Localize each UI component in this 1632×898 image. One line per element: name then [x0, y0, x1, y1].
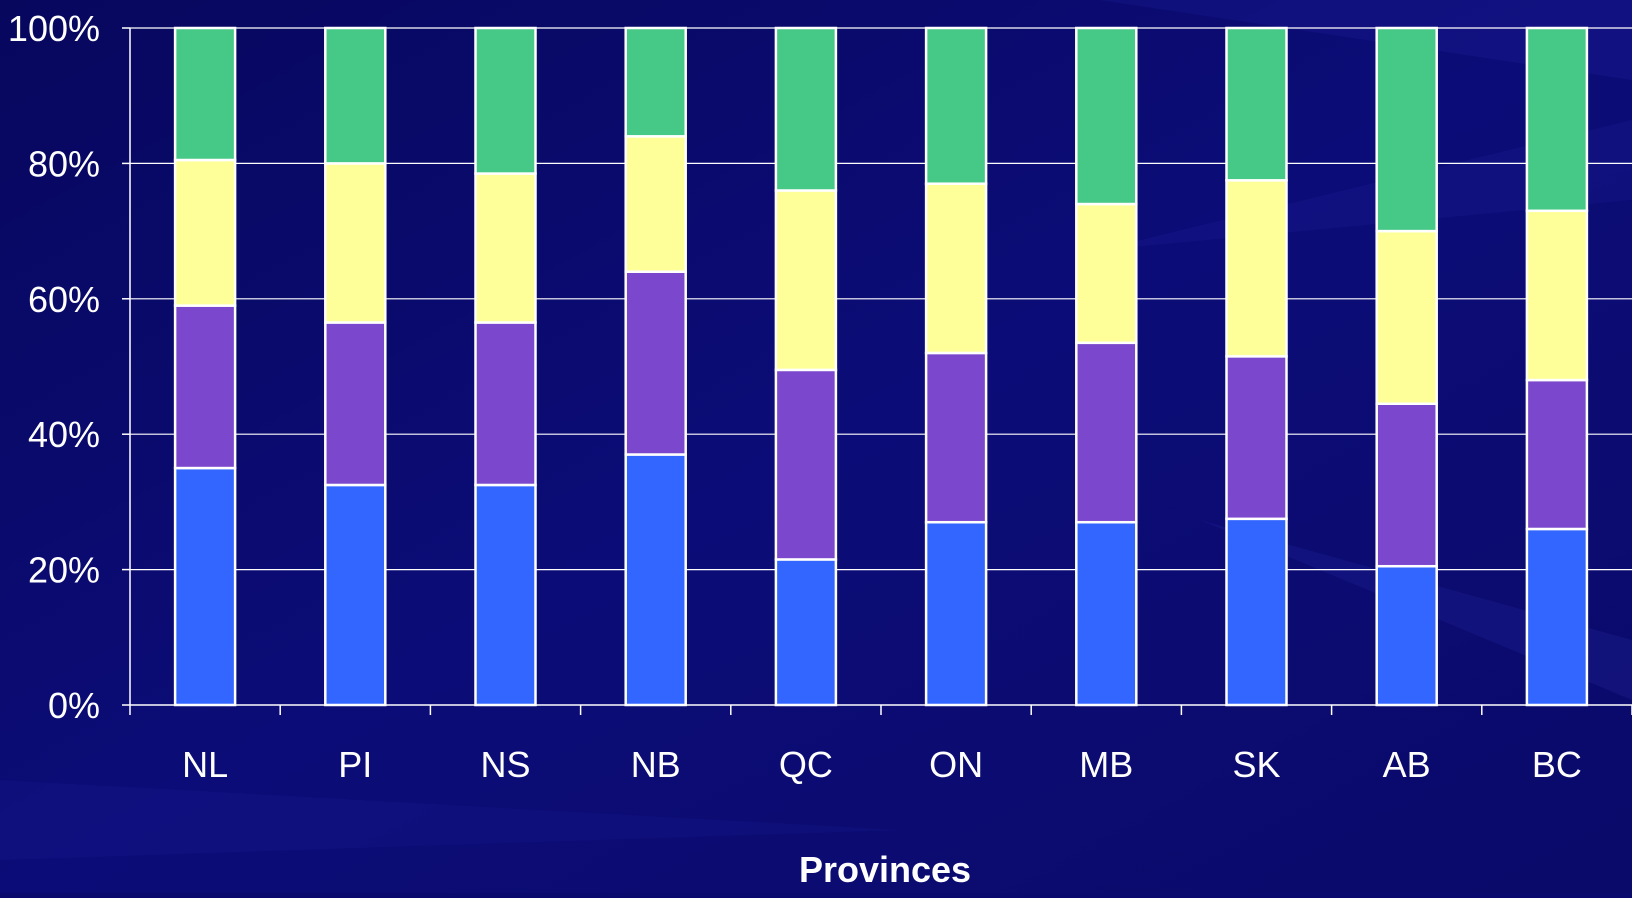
x-axis-label: Provinces	[799, 849, 971, 890]
bar-segment	[1375, 229, 1438, 405]
bar-segment	[924, 182, 988, 355]
bar-segment	[1375, 402, 1438, 568]
bar-segment	[624, 453, 687, 707]
y-tick-label: 80%	[28, 143, 100, 184]
bar-segment	[774, 558, 838, 707]
bar-segment	[1525, 527, 1589, 707]
y-tick-label: 0%	[48, 685, 100, 726]
bar-segment	[1525, 209, 1589, 382]
bar-segment	[324, 321, 387, 487]
x-tick-label: QC	[779, 744, 833, 785]
bar-segment	[1075, 202, 1138, 345]
bar-segment	[624, 135, 687, 273]
bar-segment	[474, 483, 537, 707]
bar-segment	[1075, 341, 1138, 524]
bar-segment	[324, 483, 387, 707]
x-tick-label: NS	[480, 744, 530, 785]
bar-segment	[324, 26, 387, 165]
x-tick-label: ON	[929, 744, 983, 785]
bar-segment	[924, 520, 988, 707]
x-tick-labels: NL PI NS NB QC ON MB SK AB BC	[182, 744, 1582, 785]
y-tick-label: 100%	[8, 8, 100, 49]
bar-segment	[474, 172, 537, 324]
bar-segment	[1225, 179, 1288, 358]
y-tick-label: 20%	[28, 550, 100, 591]
bar-segment	[1225, 355, 1288, 521]
bar-segment	[774, 189, 838, 372]
axes	[122, 27, 1632, 715]
bar-segment	[774, 368, 838, 561]
x-tick-label: SK	[1232, 744, 1280, 785]
bar-segment	[1525, 378, 1589, 531]
bar-segment	[774, 26, 838, 192]
bar-segment	[173, 26, 237, 162]
x-tick-label: BC	[1532, 744, 1582, 785]
bar-segment	[624, 270, 687, 456]
bar-segment	[1375, 26, 1438, 233]
y-tick-labels: 0% 20% 40% 60% 80% 100%	[8, 8, 100, 726]
x-tick-label: PI	[338, 744, 372, 785]
bar-segment	[474, 26, 537, 175]
bar-segment	[924, 26, 988, 185]
x-tick-label: NB	[631, 744, 681, 785]
bar-segment	[624, 26, 687, 138]
bar-segment	[173, 158, 237, 307]
x-tick-label: NL	[182, 744, 228, 785]
bar-segment	[1075, 26, 1138, 206]
bars	[173, 26, 1589, 707]
bar-segment	[173, 466, 237, 707]
x-tick-label: MB	[1079, 744, 1133, 785]
bar-segment	[1375, 564, 1438, 707]
bar-segment	[924, 351, 988, 524]
bar-segment	[173, 304, 237, 470]
bar-segment	[1075, 520, 1138, 707]
bar-segment	[1525, 26, 1589, 213]
bar-segment	[324, 162, 387, 324]
x-tick-label: AB	[1383, 744, 1431, 785]
bar-segment	[474, 321, 537, 487]
bar-segment	[1225, 26, 1288, 182]
bar-segment	[1225, 517, 1288, 707]
y-tick-label: 40%	[28, 414, 100, 455]
y-tick-label: 60%	[28, 279, 100, 320]
